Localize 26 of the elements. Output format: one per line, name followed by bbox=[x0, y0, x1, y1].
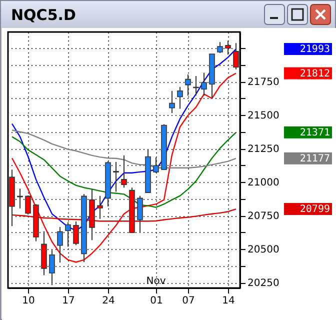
candlestick bbox=[17, 188, 23, 209]
y-tick-label: 21500 bbox=[248, 110, 280, 122]
annotation: Nov bbox=[146, 276, 166, 287]
x-tick-label: 01 bbox=[150, 296, 163, 306]
x-tick-label: 24 bbox=[102, 296, 115, 306]
y-tick-label: 20750 bbox=[248, 211, 280, 222]
x-tick-label: 17 bbox=[62, 296, 75, 306]
x-tick-label: 07 bbox=[182, 296, 195, 306]
text: 21177 bbox=[300, 153, 330, 164]
candlestick bbox=[113, 162, 119, 192]
y-tick-label: 20250 bbox=[248, 278, 280, 290]
x-tick-label: 14 bbox=[222, 296, 235, 306]
candlestick bbox=[177, 86, 183, 110]
y-tick-label: 21000 bbox=[248, 178, 280, 189]
line-series bbox=[11, 72, 237, 263]
text: 20799 bbox=[300, 204, 330, 216]
y-tick-label: 20500 bbox=[248, 244, 280, 256]
y-tick-label: 21750 bbox=[248, 77, 280, 88]
candlestick bbox=[169, 90, 175, 114]
text: 21371 bbox=[300, 127, 330, 138]
chart-title: NQC5.D bbox=[10, 6, 77, 24]
text: 21993 bbox=[300, 44, 330, 56]
x-tick-label: 10 bbox=[22, 296, 35, 306]
y-tick-label: 21250 bbox=[248, 144, 280, 156]
candlestick bbox=[97, 195, 103, 220]
text: 21812 bbox=[300, 68, 330, 80]
